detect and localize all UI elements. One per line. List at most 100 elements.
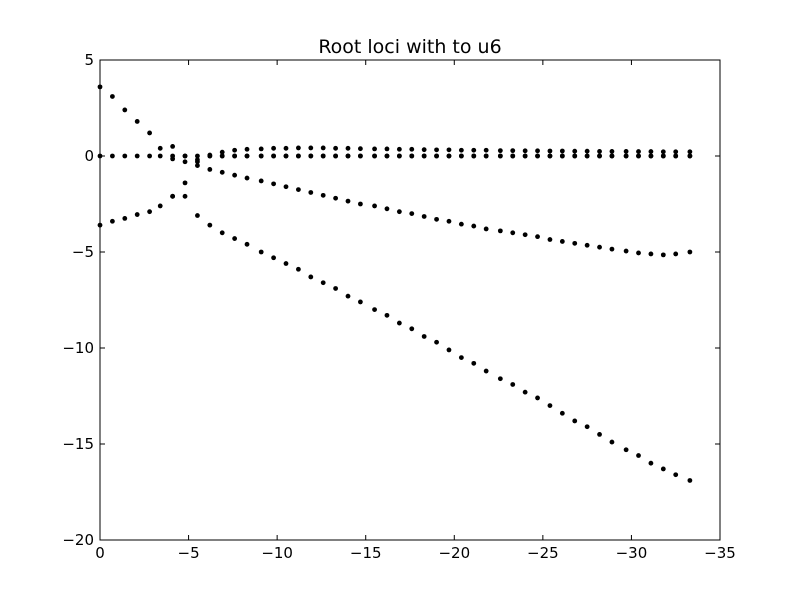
data-point-s4-38 xyxy=(648,149,654,154)
data-point-s1-21 xyxy=(358,201,363,207)
data-point-s1-4 xyxy=(147,130,153,136)
data-point-s3-7 xyxy=(258,153,264,159)
data-point-s4-21 xyxy=(434,147,439,153)
data-point-s1-10 xyxy=(219,169,225,175)
data-points-layer xyxy=(97,84,693,483)
data-point-s3-1 xyxy=(182,193,188,199)
data-point-s2-32 xyxy=(497,376,503,382)
data-point-s1-40 xyxy=(597,244,602,250)
data-point-s1-25 xyxy=(409,211,415,217)
data-point-s2-8 xyxy=(195,213,200,218)
data-point-s4-23 xyxy=(458,147,464,153)
data-point-s1-13 xyxy=(258,178,264,184)
data-point-s2-9 xyxy=(207,222,213,228)
data-point-s1-9 xyxy=(207,167,213,172)
data-point-s4-31 xyxy=(559,148,565,154)
data-point-s2-11 xyxy=(232,236,238,241)
data-point-s2-5 xyxy=(157,203,163,209)
data-point-s2-40 xyxy=(597,432,602,437)
data-point-s1-31 xyxy=(483,226,489,232)
data-point-s4-27 xyxy=(510,148,516,154)
data-point-s0-4 xyxy=(147,153,153,159)
data-point-s4-1 xyxy=(182,153,188,159)
data-point-s1-5 xyxy=(157,145,163,151)
plot-frame xyxy=(99,59,721,541)
data-point-s1-22 xyxy=(372,203,377,209)
data-point-s1-41 xyxy=(609,246,615,252)
data-point-s3-29 xyxy=(535,153,540,159)
data-point-s3-8 xyxy=(271,153,276,159)
data-point-s1-12 xyxy=(244,175,250,181)
data-point-s3-12 xyxy=(320,153,326,159)
data-point-s3-25 xyxy=(483,153,489,159)
data-point-s2-4 xyxy=(147,209,153,215)
data-point-s1-28 xyxy=(446,218,452,224)
data-point-s1-37 xyxy=(559,239,565,244)
data-point-s1-2 xyxy=(122,107,128,113)
data-point-s4-34 xyxy=(597,148,602,154)
data-point-s2-1 xyxy=(110,218,115,224)
data-point-s2-35 xyxy=(535,395,540,401)
data-point-s3-6 xyxy=(244,153,250,159)
data-point-s2-21 xyxy=(358,299,363,305)
data-point-s2-28 xyxy=(446,347,452,353)
data-point-s0-3 xyxy=(134,153,140,159)
data-point-s1-46 xyxy=(673,251,679,257)
data-point-s2-20 xyxy=(345,293,351,299)
data-point-s2-14 xyxy=(271,255,276,261)
data-point-s3-21 xyxy=(434,153,439,159)
data-point-s4-37 xyxy=(636,149,641,154)
data-point-s0-8 xyxy=(195,153,200,159)
data-point-s2-44 xyxy=(648,460,654,466)
data-point-s1-33 xyxy=(510,230,516,236)
data-point-s4-15 xyxy=(358,146,363,152)
y-tick-label: −15 xyxy=(62,435,94,453)
data-point-s2-39 xyxy=(584,424,590,430)
data-point-s3-22 xyxy=(446,153,452,159)
data-point-s3-28 xyxy=(522,153,528,159)
data-point-s3-24 xyxy=(471,153,477,159)
data-point-s2-46 xyxy=(673,472,679,478)
data-point-s1-24 xyxy=(396,209,402,215)
data-point-s2-25 xyxy=(409,326,415,332)
y-tick-label: 0 xyxy=(84,147,94,165)
data-point-s2-7 xyxy=(182,180,188,186)
y-tick-label: −20 xyxy=(62,531,94,549)
data-point-s4-4 xyxy=(219,149,225,155)
data-point-s1-29 xyxy=(458,221,464,227)
data-point-s1-39 xyxy=(584,242,590,248)
data-point-s2-3 xyxy=(134,212,140,217)
data-point-s2-17 xyxy=(308,274,314,280)
data-point-s4-19 xyxy=(409,146,415,152)
data-point-s4-28 xyxy=(522,148,528,154)
data-point-s1-14 xyxy=(271,181,276,187)
data-point-s1-30 xyxy=(471,223,477,229)
x-tick-label: 0 xyxy=(95,544,105,562)
data-point-s3-39 xyxy=(660,153,666,159)
data-point-s1-44 xyxy=(648,251,654,257)
data-point-s2-26 xyxy=(421,334,427,339)
data-point-s1-45 xyxy=(660,252,666,258)
data-point-s0-2 xyxy=(122,153,128,159)
x-tick-label: −15 xyxy=(350,544,382,562)
data-point-s1-16 xyxy=(296,187,301,193)
data-point-s4-24 xyxy=(471,147,477,153)
data-point-s4-6 xyxy=(244,146,250,152)
data-point-s1-47 xyxy=(687,249,693,255)
data-point-s4-32 xyxy=(572,148,578,154)
data-point-s4-5 xyxy=(232,147,238,153)
data-point-s1-43 xyxy=(636,250,641,256)
data-point-s2-41 xyxy=(609,439,615,445)
data-point-s3-31 xyxy=(559,153,565,159)
data-point-s2-42 xyxy=(623,447,629,453)
data-point-s3-30 xyxy=(547,153,553,159)
data-point-s1-8 xyxy=(195,163,200,169)
x-tick-label: −20 xyxy=(438,544,470,562)
x-tick-label: −10 xyxy=(261,544,293,562)
data-point-s2-30 xyxy=(471,360,477,366)
data-point-s2-2 xyxy=(122,216,128,221)
data-point-s4-36 xyxy=(623,148,629,154)
data-point-s4-16 xyxy=(372,146,377,152)
data-point-s3-32 xyxy=(572,153,578,159)
